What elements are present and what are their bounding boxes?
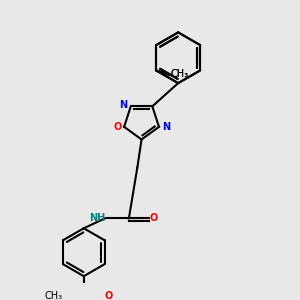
Text: CH₃: CH₃ xyxy=(170,69,188,79)
Text: NH: NH xyxy=(89,213,105,224)
Text: O: O xyxy=(105,291,113,300)
Text: O: O xyxy=(114,122,122,132)
Text: CH₃: CH₃ xyxy=(44,291,63,300)
Text: CH₃: CH₃ xyxy=(170,69,188,79)
Text: N: N xyxy=(119,100,128,110)
Text: O: O xyxy=(150,213,158,224)
Text: N: N xyxy=(162,122,170,132)
